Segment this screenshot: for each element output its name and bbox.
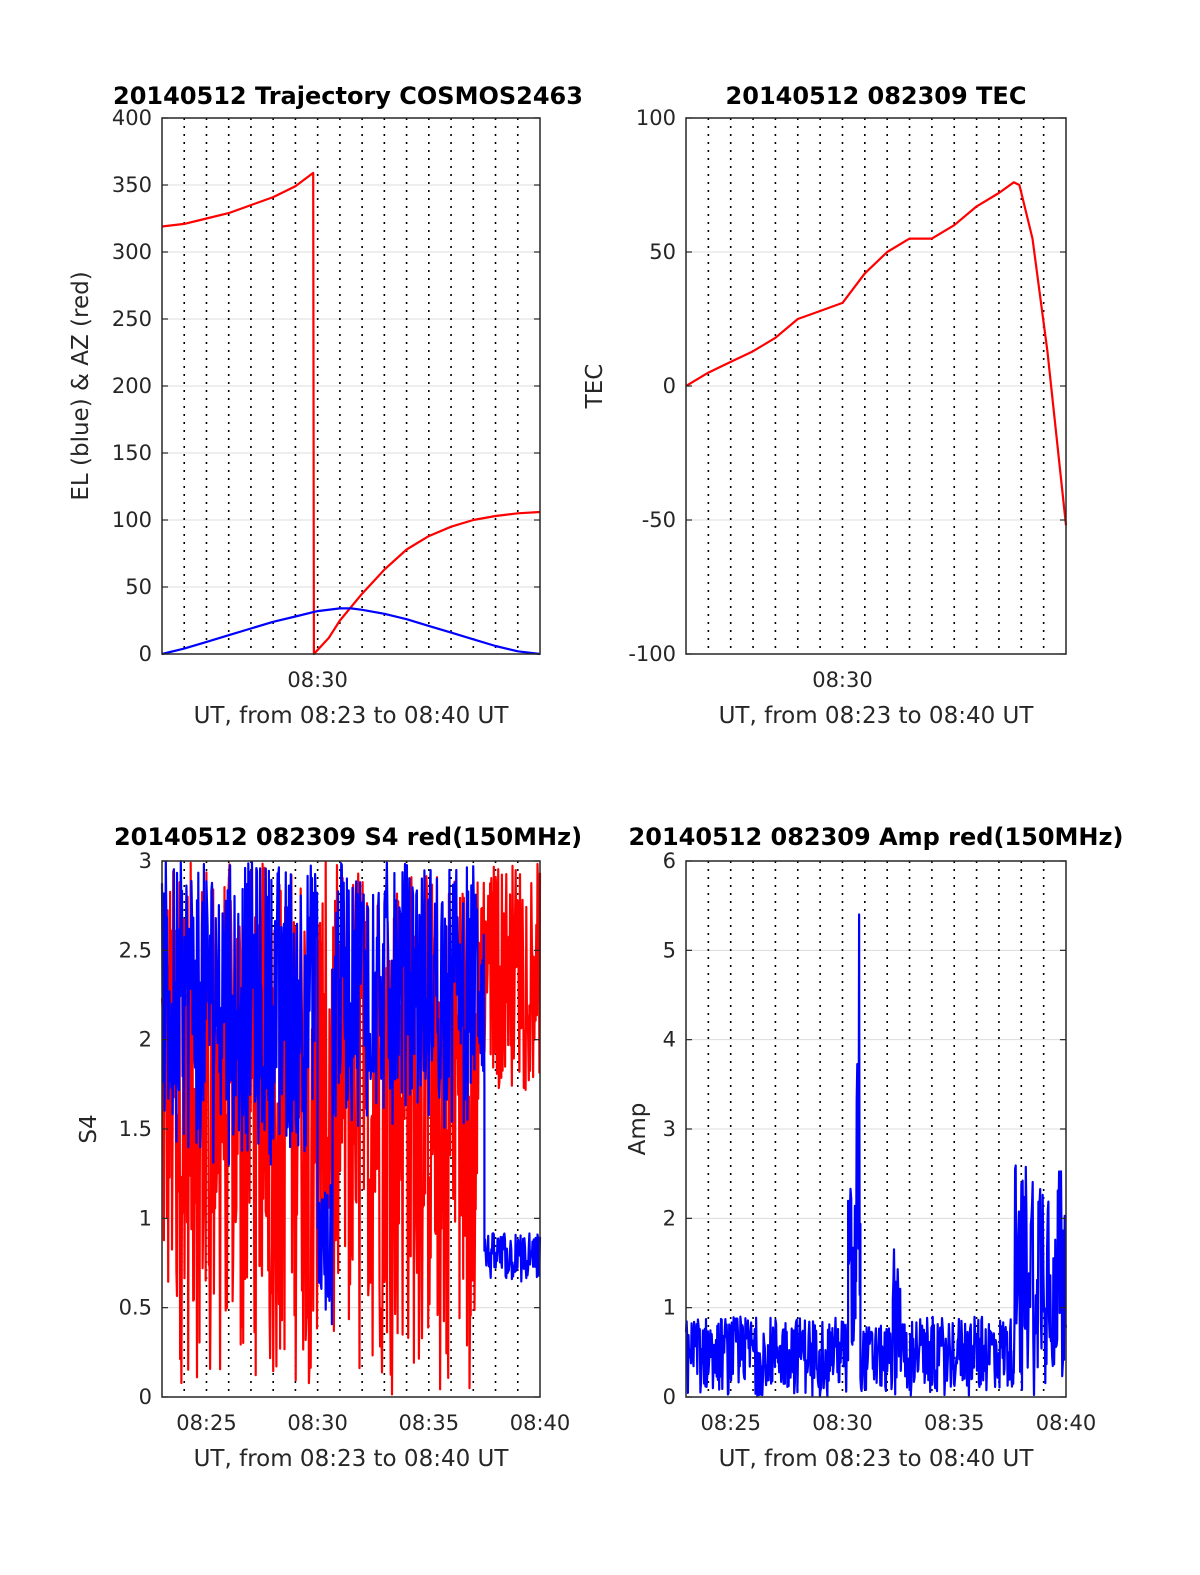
x-tick-label: 08:30 (287, 1411, 348, 1435)
y-tick-label: 1.5 (119, 1117, 152, 1141)
y-axis-label: TEC (582, 364, 608, 410)
y-tick-label: 400 (112, 106, 152, 130)
chart-panel-3: 0 0.5 1 1.5 2 2.5 3 08:25 08:30 08:35 08:40 2014051… (76, 823, 582, 1472)
y-tick-label: 1 (139, 1206, 152, 1230)
x-tick-label: 08:40 (510, 1411, 571, 1435)
y-tick-label: 4 (663, 1028, 676, 1052)
x-tick-label: 08:35 (399, 1411, 460, 1435)
y-axis-label: Amp (625, 1103, 651, 1156)
y-tick-label: -50 (642, 508, 676, 532)
chart-panel-1: 0 50 100 150 200 250 300 350 400 08:30 20140512 Tr… (68, 82, 583, 729)
y-axis-label: S4 (76, 1114, 102, 1143)
chart-panel-4: 0 1 2 3 4 5 6 08:25 08:30 08:35 08:40 20140512 0823… (625, 823, 1123, 1472)
y-tick-label: 250 (112, 307, 152, 331)
y-tick-label: 2 (663, 1206, 676, 1230)
x-tick-label: 08:40 (1036, 1411, 1097, 1435)
y-tick-label: 0 (139, 642, 152, 666)
series-line-2 (160, 860, 542, 1326)
x-axis-label: UT, from 08:23 to 08:40 UT (194, 1446, 510, 1472)
y-tick-label: -100 (628, 642, 676, 666)
chart-title: 20140512 082309 S4 red(150MHz) (114, 823, 582, 851)
y-tick-label: 50 (649, 240, 676, 264)
x-tick-label: 08:25 (700, 1411, 761, 1435)
x-axis-label: UT, from 08:23 to 08:40 UT (194, 703, 510, 729)
y-tick-label: 1 (663, 1296, 676, 1320)
y-tick-label: 200 (112, 374, 152, 398)
x-tick-label: 08:25 (176, 1411, 237, 1435)
x-axis-label: UT, from 08:23 to 08:40 UT (719, 1446, 1035, 1472)
series-line-1 (160, 860, 542, 1396)
chart-title: 20140512 082309 Amp red(150MHz) (629, 823, 1124, 851)
y-tick-label: 0.5 (119, 1296, 152, 1320)
series-line-1 (684, 913, 1068, 1398)
x-axis-label: UT, from 08:23 to 08:40 UT (719, 703, 1035, 729)
y-tick-label: 3 (139, 849, 152, 873)
y-tick-label: 0 (139, 1385, 152, 1409)
x-tick-label: 08:30 (812, 1411, 873, 1435)
x-tick-label: 08:35 (924, 1411, 985, 1435)
y-tick-label: 6 (663, 849, 676, 873)
chart-title: 20140512 Trajectory COSMOS2463 (113, 82, 583, 110)
y-tick-label: 300 (112, 240, 152, 264)
y-tick-label: 3 (663, 1117, 676, 1141)
y-tick-label: 0 (663, 1385, 676, 1409)
y-tick-label: 350 (112, 173, 152, 197)
y-axis-label: EL (blue) & AZ (red) (68, 271, 94, 500)
y-tick-label: 2.5 (119, 938, 152, 962)
series-line-1 (161, 171, 541, 656)
y-tick-label: 0 (663, 374, 676, 398)
series-line-1 (685, 181, 1068, 526)
chart-panel-2: -100 -50 0 50 100 08:30 20140512 082309 TEC UT,… (582, 82, 1068, 729)
x-tick-label: 08:30 (812, 668, 873, 692)
y-tick-label: 100 (636, 106, 676, 130)
chart-title: 20140512 082309 TEC (726, 82, 1027, 110)
x-tick-label: 08:30 (287, 668, 348, 692)
y-tick-label: 5 (663, 938, 676, 962)
y-tick-label: 150 (112, 441, 152, 465)
y-tick-label: 2 (139, 1028, 152, 1052)
series-line-2 (161, 607, 541, 656)
y-tick-label: 50 (125, 575, 152, 599)
y-tick-label: 100 (112, 508, 152, 532)
